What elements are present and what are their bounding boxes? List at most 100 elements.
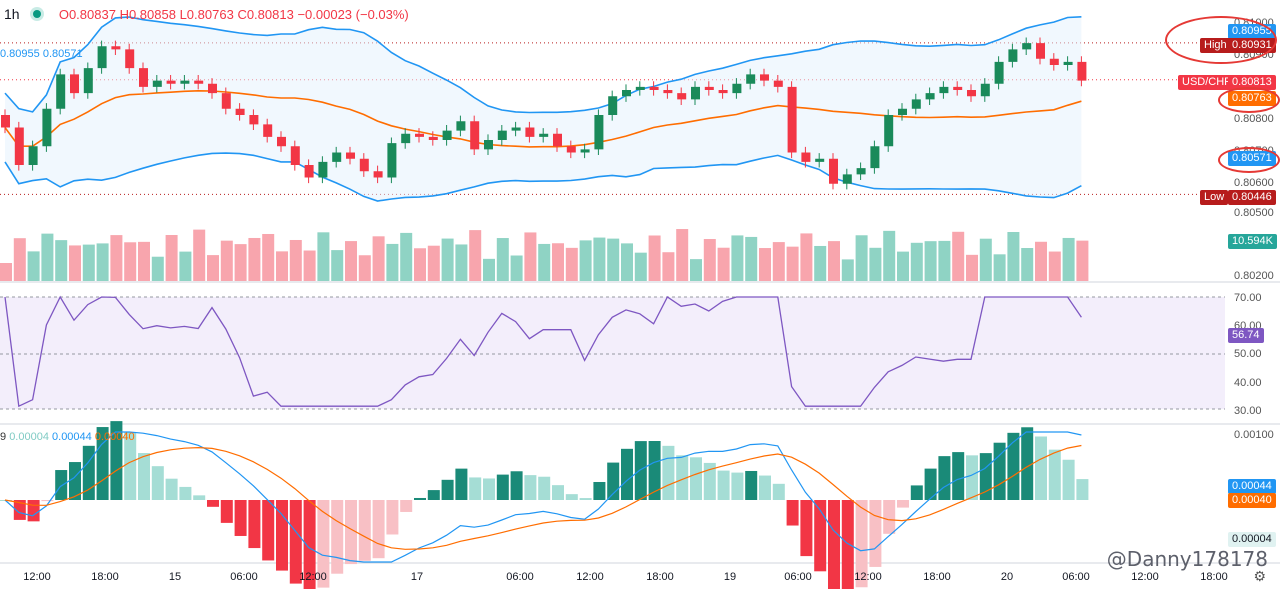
macd-histogram-bar bbox=[662, 445, 675, 500]
macd-histogram-bar bbox=[317, 500, 330, 588]
bb-fill bbox=[5, 16, 1082, 201]
macd-legend: 9 0.00004 0.00044 0.00040 bbox=[0, 431, 135, 443]
macd-histogram-bar bbox=[745, 470, 758, 500]
macd-histogram-bar bbox=[828, 500, 840, 589]
macd-histogram-bar bbox=[124, 432, 137, 500]
volume-bar bbox=[386, 243, 399, 281]
rsi-tick-label: 50.00 bbox=[1234, 348, 1262, 360]
macd-histogram-bar bbox=[1076, 479, 1089, 500]
candle-body bbox=[180, 80, 190, 84]
candle-body bbox=[704, 86, 714, 90]
macd-histogram-bar bbox=[138, 453, 150, 500]
macd-signal-legend: 0.00040 bbox=[94, 431, 135, 443]
volume-bar bbox=[690, 259, 702, 281]
annotation-circle-lower bbox=[1218, 147, 1280, 173]
candle-body bbox=[1, 115, 10, 128]
candle-body bbox=[166, 80, 176, 84]
price-tick-label: 0.80800 bbox=[1234, 113, 1274, 125]
volume-bar bbox=[938, 240, 951, 281]
macd-histogram-bar bbox=[193, 495, 206, 500]
candle-body bbox=[1049, 58, 1059, 65]
volume-bar bbox=[731, 235, 744, 281]
time-tick-label: 18:00 bbox=[923, 571, 951, 583]
settings-gear-icon[interactable]: ⚙ bbox=[1253, 568, 1266, 584]
macd-prefix: 9 bbox=[0, 431, 7, 443]
macd-pane[interactable] bbox=[0, 421, 1089, 589]
bb-lower-legend: 0.80571 bbox=[42, 48, 83, 60]
macd-histogram-bar bbox=[690, 457, 702, 500]
macd-histogram-bar bbox=[1048, 449, 1061, 500]
candle-body bbox=[373, 171, 383, 178]
candle-body bbox=[497, 130, 507, 140]
volume-bar bbox=[966, 254, 978, 281]
volume-bar bbox=[855, 235, 868, 281]
candle-body bbox=[318, 161, 328, 178]
candle-body bbox=[539, 133, 549, 137]
macd-signal-line bbox=[4, 444, 1082, 550]
candle-body bbox=[470, 121, 480, 150]
time-tick-label: 06:00 bbox=[506, 571, 534, 583]
macd-histogram-bar bbox=[772, 483, 785, 500]
macd-histogram-bar bbox=[372, 500, 385, 559]
macd-histogram-bar bbox=[524, 475, 537, 500]
candle-body bbox=[221, 93, 231, 109]
macd-histogram-bar bbox=[400, 500, 413, 512]
macd-histogram-bar bbox=[510, 471, 523, 500]
macd-histogram-bar bbox=[1021, 427, 1034, 500]
volume-bar bbox=[1021, 248, 1034, 281]
candle-body bbox=[28, 146, 38, 165]
bb-upper-legend: 0.80955 bbox=[0, 48, 40, 60]
timeframe-label[interactable]: 1h bbox=[4, 6, 20, 22]
time-tick-label: 15 bbox=[169, 571, 181, 583]
macd-tick-label: 0.00100 bbox=[1234, 429, 1274, 441]
macd-histogram-bar bbox=[248, 500, 261, 549]
macd-histogram-bar bbox=[814, 500, 827, 572]
macd-histogram-bar bbox=[110, 421, 123, 500]
time-tick-label: 17 bbox=[411, 571, 423, 583]
bb-legend: 0.80955 0.80571 bbox=[0, 48, 83, 60]
rsi-pane[interactable] bbox=[4, 295, 1082, 408]
candle-body bbox=[1008, 49, 1018, 62]
volume-bars bbox=[0, 229, 1089, 281]
volume-bar bbox=[0, 263, 12, 281]
macd-histogram-bar bbox=[82, 445, 95, 500]
candle-body bbox=[346, 152, 355, 159]
candle-body bbox=[511, 127, 521, 131]
candlesticks[interactable] bbox=[1, 37, 1087, 190]
macd-histogram-bar bbox=[220, 500, 233, 523]
rsi-line bbox=[4, 295, 1082, 408]
time-tick-label: 18:00 bbox=[91, 571, 119, 583]
macd-histogram-bar bbox=[593, 481, 606, 500]
volume-bar bbox=[124, 242, 137, 281]
macd-histogram-bar bbox=[952, 452, 965, 500]
time-tick-label: 19 bbox=[724, 571, 736, 583]
volume-bar bbox=[1035, 241, 1047, 281]
volume-bar bbox=[400, 232, 413, 281]
candle-body bbox=[1022, 43, 1032, 50]
candle-body bbox=[208, 83, 217, 94]
macd-histogram-bar bbox=[579, 498, 592, 500]
volume-bar bbox=[524, 232, 537, 281]
macd-histogram-bar bbox=[27, 500, 40, 522]
macd-histogram-bar bbox=[910, 485, 923, 500]
volume-bar bbox=[648, 235, 661, 281]
candle-body bbox=[939, 86, 949, 94]
candle-body bbox=[801, 152, 811, 162]
time-tick-label: 06:00 bbox=[784, 571, 812, 583]
candle-body bbox=[70, 74, 79, 94]
macd-histogram-bar bbox=[345, 500, 357, 565]
candle-body bbox=[97, 46, 107, 69]
volume-bar bbox=[552, 243, 564, 281]
volume-bar bbox=[883, 230, 896, 281]
macd-histogram-bar bbox=[841, 500, 854, 589]
macd-histogram-bar bbox=[731, 472, 744, 500]
candle-body bbox=[332, 152, 342, 162]
volume-bar bbox=[483, 258, 495, 281]
macd-histogram-bar bbox=[55, 470, 68, 500]
volume-bar bbox=[165, 235, 178, 281]
annotation-circle-basis bbox=[1218, 87, 1280, 113]
time-tick-label: 12:00 bbox=[1131, 571, 1159, 583]
candle-body bbox=[566, 146, 576, 153]
candle-body bbox=[139, 68, 148, 87]
